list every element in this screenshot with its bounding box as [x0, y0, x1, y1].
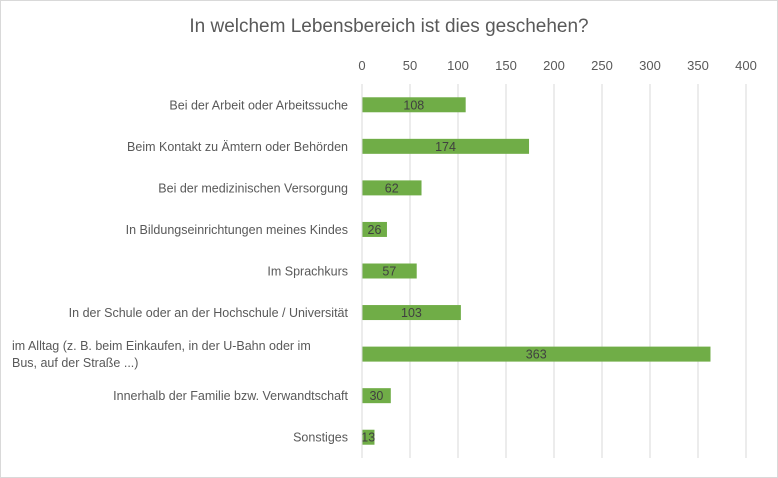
- bar: [362, 97, 466, 113]
- x-tick-label: 350: [687, 58, 709, 73]
- category-label: Bei der medizinischen Versorgung: [158, 181, 348, 195]
- data-label: 174: [435, 140, 456, 154]
- bar: [362, 305, 461, 321]
- bar: [362, 429, 375, 445]
- x-tick-label: 0: [358, 58, 365, 73]
- data-label: 30: [369, 389, 383, 403]
- bar: [362, 346, 711, 362]
- category-label: Innerhalb der Familie bzw. Verwandtschaf…: [113, 389, 348, 403]
- bars: [362, 97, 711, 445]
- category-label: In der Schule oder an der Hochschule / U…: [69, 306, 349, 320]
- x-tick-label: 250: [591, 58, 613, 73]
- data-label: 108: [403, 98, 424, 112]
- bar: [362, 388, 391, 404]
- category-label: Sonstiges: [293, 431, 348, 445]
- x-tick-label: 100: [447, 58, 469, 73]
- category-labels: Bei der Arbeit oder Arbeitssuche Beim Kon…: [12, 98, 349, 444]
- data-label: 26: [368, 223, 382, 237]
- gridlines: [409, 84, 747, 458]
- category-label: Beim Kontakt zu Ämtern oder Behörden: [127, 140, 348, 154]
- bar: [362, 138, 530, 154]
- chart-title: In welchem Lebensbereich ist dies gesche…: [189, 16, 589, 37]
- data-label: 103: [401, 306, 422, 320]
- category-label: Im Sprachkurs: [267, 265, 348, 279]
- bar: [362, 263, 417, 279]
- bar: [362, 221, 387, 237]
- data-label: 13: [361, 431, 375, 445]
- data-label: 57: [382, 265, 396, 279]
- x-tick-label: 300: [639, 58, 661, 73]
- data-label: 62: [385, 181, 399, 195]
- x-axis-ticks: 0 50 100 150 200 250 300 350 400: [358, 58, 756, 73]
- category-label: Bei der Arbeit oder Arbeitssuche: [169, 98, 348, 112]
- data-labels: 108 174 62 26 57 103 363 30 13: [361, 98, 546, 444]
- x-tick-label: 200: [543, 58, 565, 73]
- x-tick-label: 400: [735, 58, 757, 73]
- bar: [362, 180, 422, 196]
- x-tick-label: 150: [495, 58, 517, 73]
- x-tick-label: 50: [403, 58, 417, 73]
- category-label: In Bildungseinrichtungen meines Kindes: [126, 223, 348, 237]
- data-label: 363: [526, 348, 547, 362]
- category-label: im Alltag (z. B. beim Einkaufen, in der …: [12, 339, 311, 370]
